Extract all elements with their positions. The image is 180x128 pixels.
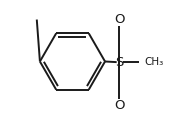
Text: O: O <box>114 13 125 26</box>
Text: S: S <box>115 56 124 69</box>
Text: O: O <box>114 99 125 113</box>
Text: CH₃: CH₃ <box>145 57 164 67</box>
